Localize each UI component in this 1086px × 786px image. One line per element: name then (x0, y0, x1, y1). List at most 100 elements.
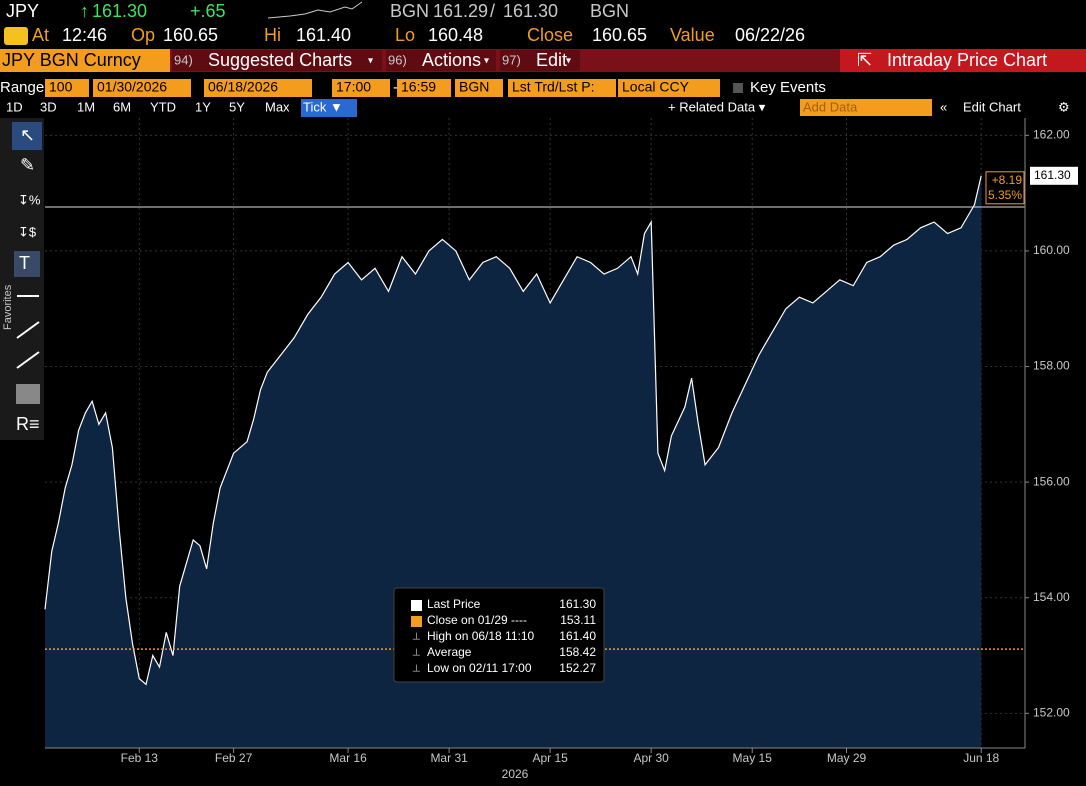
price-area (45, 175, 982, 749)
tool-icon (16, 321, 40, 339)
security[interactable]: JPY BGN Curncy (2, 50, 141, 70)
sparkline (267, 1, 363, 19)
range-events: Key Events (750, 79, 826, 96)
security-box (0, 49, 170, 72)
period[interactable]: Tick ▼ (303, 99, 343, 114)
menu-label[interactable]: Edit (536, 50, 567, 70)
menu-label[interactable]: Suggested Charts (208, 50, 352, 70)
change-tag-box (985, 171, 1025, 205)
y-tick-label: 156.00 (1033, 474, 1070, 488)
period[interactable]: 5Y (229, 99, 245, 114)
tool-icon (16, 384, 40, 404)
value-label: Value (670, 25, 715, 45)
y-tick-label: 154.00 (1033, 590, 1070, 604)
at-label: At (32, 25, 49, 45)
settings[interactable]: ⚙ (1058, 99, 1070, 114)
legend-value: 158.42 (559, 645, 596, 659)
field-box[interactable] (508, 79, 616, 97)
period[interactable]: 6M (113, 99, 131, 114)
menu-num: 96) (388, 52, 407, 67)
legend-value: 161.30 (559, 597, 596, 611)
tool-icon: ↖ (20, 125, 35, 145)
x-tick-label: May 29 (827, 751, 867, 765)
tool-icon: ✎ (20, 155, 35, 175)
field-box[interactable] (204, 79, 312, 97)
x-tick-label: Mar 31 (430, 751, 468, 765)
icon (4, 27, 28, 45)
period[interactable]: 1Y (195, 99, 211, 114)
legend-icon: ⊥ (412, 632, 421, 643)
tool-icon: ↧$ (18, 224, 37, 239)
hi: 161.40 (296, 25, 351, 45)
tool-icon: ↧% (18, 192, 41, 207)
field-box[interactable] (45, 79, 89, 97)
page-title: Intraday Price Chart (887, 50, 1047, 70)
period[interactable]: YTD (150, 99, 176, 114)
menu-bg (500, 50, 580, 71)
op-label: Op (131, 25, 155, 45)
period-active (301, 99, 357, 117)
period[interactable]: 1M (77, 99, 95, 114)
period[interactable]: 3D (40, 99, 57, 114)
tool-text[interactable] (14, 251, 40, 277)
legend-label: Low on 02/11 17:00 (427, 661, 532, 675)
ask-src: BGN (590, 1, 629, 21)
lo-label: Lo (395, 25, 415, 45)
legend-swatch (411, 616, 422, 627)
y-tick-label: 158.00 (1033, 359, 1070, 373)
range-range_label: Range (0, 79, 44, 96)
period[interactable]: 1D (6, 99, 23, 114)
menu-bg (172, 50, 382, 71)
menu-arrow: ▾ (368, 56, 373, 67)
legend-value: 161.40 (559, 629, 596, 643)
favorites: Favorites (2, 284, 14, 330)
tool-icon: T (19, 253, 30, 273)
last: 161.30 (92, 1, 147, 21)
menu-num: 97) (502, 52, 521, 67)
edit-chart[interactable]: Edit Chart (963, 99, 1021, 114)
x-tick-label: Apr 30 (634, 751, 670, 765)
related-data[interactable]: + Related Data ▾ (668, 99, 766, 114)
tool-select[interactable] (12, 122, 42, 150)
add-data-box[interactable] (800, 99, 932, 116)
x-tick-label: Jun 18 (963, 751, 999, 765)
legend-icon: ⊥ (412, 664, 421, 675)
range-start: 01/30/2026 (97, 79, 167, 95)
checkbox[interactable] (733, 83, 743, 93)
ticker: JPY (6, 1, 39, 21)
range-dash: - (393, 79, 398, 96)
field-box[interactable] (455, 79, 503, 97)
value-date: 06/22/26 (735, 25, 805, 45)
range-currency: Local CCY (622, 79, 690, 95)
x-tick-label: Feb 27 (215, 751, 253, 765)
op: 160.65 (163, 25, 218, 45)
x-year: 2026 (502, 767, 529, 781)
hi-label: Hi (264, 25, 281, 45)
legend-value: 152.27 (559, 661, 596, 675)
price-line (44, 175, 982, 686)
legend-swatch (411, 600, 422, 611)
legend-icon: ⊥ (412, 648, 421, 659)
menu-num: 94) (174, 52, 193, 67)
legend-label: Average (427, 645, 472, 659)
period[interactable]: Max (265, 99, 290, 114)
x-tick-label: May 15 (733, 751, 773, 765)
field-box[interactable] (332, 79, 390, 97)
pct-tag: 5.35% (988, 188, 1022, 202)
slash: / (490, 1, 495, 21)
title-band (840, 49, 1086, 72)
at: 12:46 (62, 25, 107, 45)
menu-arrow: ▾ (484, 56, 489, 67)
range-start_time: 17:00 (336, 79, 371, 95)
menu-bg (386, 50, 496, 71)
menu-label[interactable]: Actions (422, 50, 481, 70)
range-field: Lst Trd/Lst P: (512, 79, 594, 95)
field-box[interactable] (618, 79, 720, 97)
y-tick-label: 152.00 (1033, 705, 1070, 719)
range-end: 06/18/2026 (208, 79, 278, 95)
field-box[interactable] (397, 79, 451, 97)
close-label: Close (527, 25, 573, 45)
field-box[interactable] (93, 79, 191, 97)
legend-value: 153.11 (560, 613, 596, 627)
